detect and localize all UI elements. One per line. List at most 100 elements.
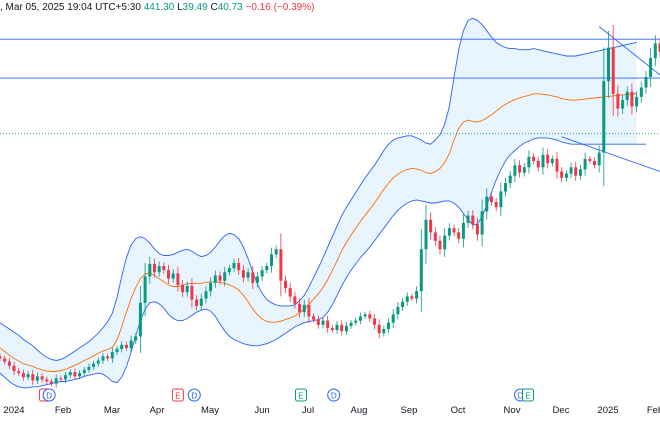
candle-body <box>565 174 568 178</box>
candle-body <box>485 197 488 212</box>
candle-body <box>279 249 282 281</box>
candle-body <box>626 92 629 100</box>
candle-body <box>55 378 58 383</box>
candle-body <box>406 296 409 301</box>
candle-body <box>434 232 437 240</box>
ohlc-low: 39.49 <box>183 2 208 13</box>
candle-body <box>251 272 254 283</box>
candle-body <box>579 169 582 175</box>
date-text: , Mar 05, 2025 19:04 UTC+5:30 <box>0 2 141 13</box>
candle-body <box>247 272 250 277</box>
candle-body <box>518 165 521 172</box>
candle-body <box>22 373 25 377</box>
event-marker-letter: E <box>525 392 530 401</box>
candle-body <box>542 155 545 168</box>
candle-body <box>172 273 175 278</box>
candle-body <box>284 281 287 288</box>
candle-body <box>527 157 530 168</box>
candle-body <box>17 371 20 373</box>
candle-body <box>31 374 34 380</box>
candle-body <box>378 325 381 333</box>
event-marker-letter: D <box>191 392 197 401</box>
candle-body <box>467 216 470 223</box>
candle-body <box>443 236 446 250</box>
candle-body <box>50 382 53 384</box>
dividend-marker[interactable]: D <box>188 389 200 401</box>
candle-body <box>97 361 100 364</box>
candle-body <box>462 223 465 239</box>
candle-body <box>200 299 203 306</box>
candle-body <box>167 270 170 278</box>
candle-body <box>649 58 652 77</box>
candle-body <box>481 211 484 234</box>
candle-body <box>439 241 442 249</box>
candle-body <box>387 323 390 329</box>
x-axis-tick-label: Mar <box>104 405 120 416</box>
candle-body <box>275 249 278 254</box>
candle-body <box>392 314 395 322</box>
candle-body <box>73 372 76 376</box>
dividend-marker[interactable]: D <box>43 389 55 401</box>
candle-body <box>134 336 137 340</box>
candle-body <box>340 325 343 331</box>
candle-body <box>495 202 498 207</box>
candle-body <box>523 167 526 172</box>
candle-body <box>120 345 123 349</box>
candle-body <box>106 356 109 358</box>
candle-body <box>83 370 86 373</box>
candle-body <box>350 323 353 326</box>
candle-body <box>36 376 39 380</box>
candle-body <box>570 167 573 173</box>
candle-body <box>336 325 339 330</box>
candle-body <box>598 153 601 166</box>
dividend-marker[interactable]: D <box>328 389 340 401</box>
candle-body <box>78 373 81 376</box>
candle-body <box>382 329 385 333</box>
x-axis-tick-label: Nov <box>504 405 521 416</box>
x-axis-tick-label: May <box>201 405 219 416</box>
x-axis-tick-label: Dec <box>553 405 570 416</box>
candle-body <box>87 367 90 370</box>
candle-body <box>237 263 240 270</box>
candle-body <box>242 270 245 277</box>
candle-body <box>139 303 142 337</box>
candle-body <box>59 378 62 379</box>
bollinger-band-fill <box>0 18 637 388</box>
candle-body <box>612 48 615 94</box>
candle-body <box>453 228 456 232</box>
candle-body <box>364 314 367 316</box>
candle-body <box>616 94 619 109</box>
candle-body <box>410 296 413 298</box>
candle-body <box>307 305 310 317</box>
candle-body <box>354 321 357 323</box>
candle-body <box>471 216 474 224</box>
candle-body <box>186 286 189 292</box>
candle-body <box>476 224 479 235</box>
candle-body <box>490 197 493 202</box>
candle-body <box>41 376 44 379</box>
candle-body <box>233 263 236 268</box>
ohlc-close: 40.73 <box>218 2 243 13</box>
x-axis-tick-label: Feb <box>55 405 71 416</box>
earnings-marker[interactable]: E <box>172 389 183 401</box>
candle-body <box>429 220 432 233</box>
x-axis-tick-label: Feb <box>647 405 660 416</box>
event-marker-letter: E <box>175 392 180 401</box>
candle-body <box>425 220 428 249</box>
candle-body <box>574 167 577 175</box>
x-axis-tick-label: Apr <box>150 405 165 416</box>
candle-body <box>588 159 591 161</box>
candle-body <box>205 291 208 298</box>
candle-body <box>448 228 451 235</box>
earnings-marker[interactable]: E <box>523 389 534 401</box>
candle-body <box>289 288 292 296</box>
candle-body <box>499 191 502 207</box>
candle-body <box>8 362 11 366</box>
candle-body <box>228 268 231 272</box>
candle-body <box>457 232 460 238</box>
candle-body <box>396 307 399 314</box>
candle-body <box>326 321 329 328</box>
earnings-marker[interactable]: E <box>295 389 306 401</box>
